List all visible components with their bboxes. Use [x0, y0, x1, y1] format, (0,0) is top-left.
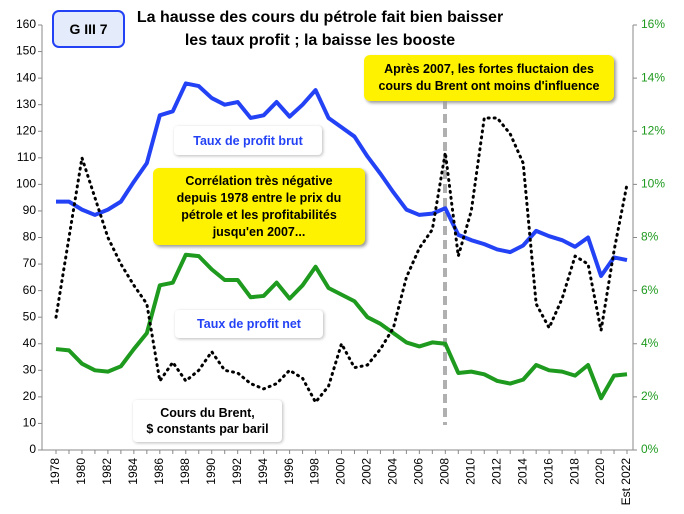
y2-tick-label: 8%: [641, 230, 659, 244]
y2-tick-label: 10%: [641, 177, 665, 191]
annotation: Corrélation très négative depuis 1978 ent…: [153, 168, 365, 245]
x-tick-label: 2004: [386, 458, 400, 485]
x-tick-label: 1992: [230, 458, 244, 485]
x-tick-label: 2010: [463, 458, 477, 485]
y2-tick-label: 0%: [641, 442, 659, 456]
x-tick-label: Est 2022: [619, 458, 633, 506]
y-tick-label: 160: [16, 17, 36, 31]
y-tick-label: 130: [16, 97, 36, 111]
x-tick-label: 1978: [48, 458, 62, 485]
y-tick-label: 30: [23, 362, 37, 376]
series-line: [55, 252, 628, 401]
y-tick-label: 20: [23, 389, 37, 403]
y2-tick-label: 2%: [641, 389, 659, 403]
y-tick-label: 110: [17, 150, 36, 164]
x-tick-label: 1988: [178, 458, 192, 485]
x-tick-label: 1996: [282, 458, 296, 485]
y-tick-label: 80: [23, 230, 37, 244]
y2-tick-label: 14%: [641, 70, 665, 84]
x-tick-label: 2020: [593, 458, 607, 485]
series-label: Cours du Brent, $ constants par baril: [133, 400, 282, 442]
x-tick-label: 2014: [515, 458, 529, 485]
x-tick-label: 2008: [437, 458, 451, 485]
x-tick-label: 1980: [74, 458, 88, 485]
text-line: les taux profit ; la baisse les booste: [184, 32, 456, 49]
annotation: Après 2007, les fortes fluctaion des cour…: [364, 55, 614, 101]
x-tick-label: 1982: [100, 458, 114, 485]
x-tick-label: 1986: [152, 458, 166, 485]
x-tick-label: 2000: [334, 458, 348, 485]
text-line: pétrole et les profitabilités: [181, 207, 337, 222]
x-tick-label: 2018: [567, 458, 581, 485]
y-tick-label: 60: [23, 283, 37, 297]
x-tick-label: 1984: [126, 458, 140, 485]
y-tick-label: 100: [16, 177, 36, 191]
y-tick-label: 120: [16, 123, 36, 137]
text-line: depuis 1978 entre le prix du: [176, 190, 342, 205]
x-tick-label: 2016: [541, 458, 555, 485]
text-line: jusqu'en 2007...: [212, 224, 306, 239]
y2-tick-label: 16%: [641, 17, 665, 31]
text-line: Après 2007, les fortes fluctaion des: [384, 62, 594, 76]
x-tick-label: 1990: [204, 458, 218, 485]
x-tick-label: 2006: [412, 458, 426, 485]
x-tick-label: 1994: [256, 458, 270, 485]
chart-title: La hausse des cours du pétrole fait bien…: [120, 6, 520, 52]
x-tick-label: 2012: [489, 458, 503, 485]
y-tick-label: 40: [23, 336, 37, 350]
series-line: [56, 81, 628, 279]
y-tick-label: 140: [16, 70, 36, 84]
y-tick-label: 150: [16, 44, 36, 58]
series-label: Taux de profit net: [175, 310, 323, 338]
y2-tick-label: 12%: [641, 123, 665, 137]
y-tick-label: 70: [23, 256, 37, 270]
x-tick-label: 1998: [308, 458, 322, 485]
badge: G III 7: [52, 10, 125, 48]
y2-tick-label: 4%: [641, 336, 659, 350]
y-tick-label: 50: [23, 309, 37, 323]
text-line: La hausse des cours du pétrole fait bien…: [136, 9, 504, 26]
x-tick-label: 2002: [360, 458, 374, 485]
y-tick-label: 0: [29, 442, 36, 456]
text-line: cours du Brent ont moins d'influence: [378, 79, 600, 93]
series-label: Taux de profit brut: [174, 126, 322, 155]
y-tick-label: 90: [23, 203, 37, 217]
y-tick-label: 10: [23, 416, 37, 430]
series-line: [54, 116, 629, 404]
y2-tick-label: 6%: [641, 283, 659, 297]
text-line: Corrélation très négative: [185, 173, 333, 188]
